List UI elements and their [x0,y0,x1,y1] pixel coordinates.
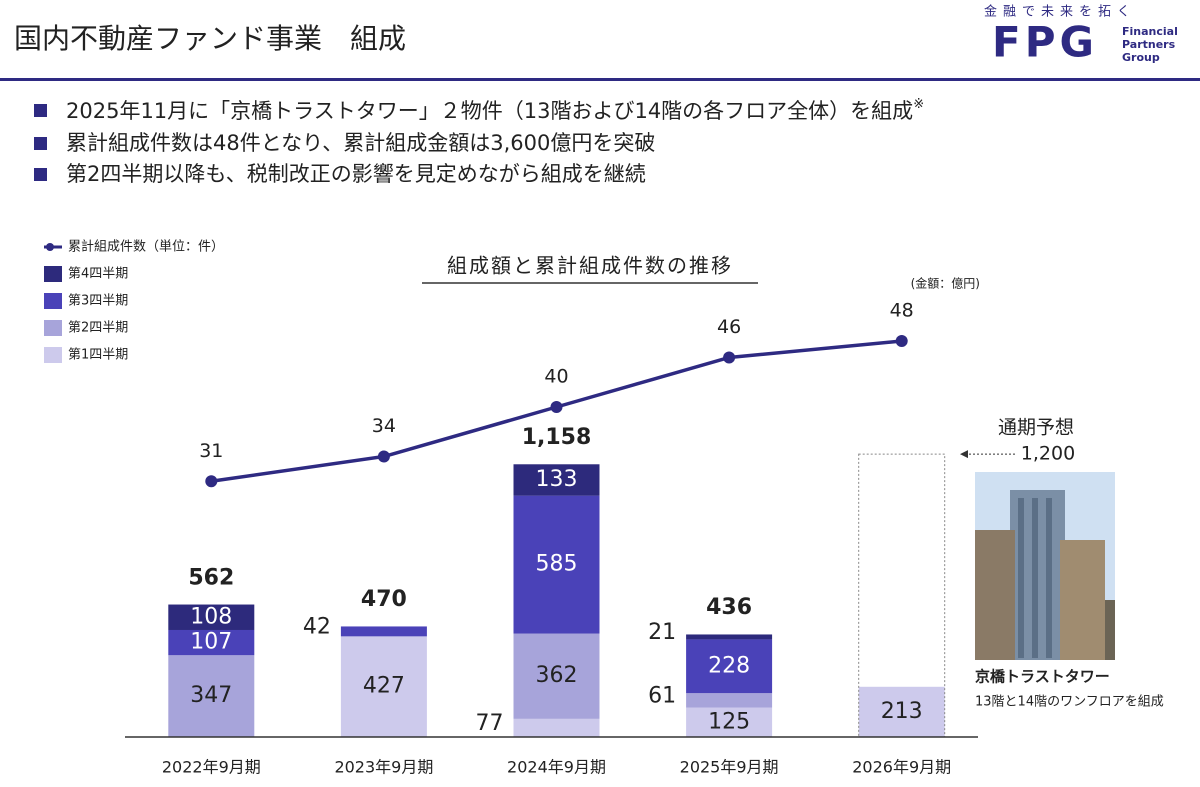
bar-value-label: 108 [190,604,232,629]
bar-segment [686,693,773,708]
bar-segment [340,626,427,637]
logo-name: Partners [1122,38,1176,51]
page-title: 国内不動産ファンド事業 組成 [14,22,406,55]
bar-value-label: 107 [190,630,232,655]
bar-value-label: 21 [648,620,676,645]
legend-label: 第2四半期 [68,321,128,336]
bar-segment [513,633,600,719]
bar-segment [340,636,427,737]
header-rule [0,78,1200,81]
legend-label: 第1四半期 [68,348,128,363]
unit-note: (金額：億円) [911,276,980,291]
bar-segment [686,639,773,694]
bar-segment [168,629,255,656]
bullet-icon [34,104,47,117]
bar-segment [513,718,600,737]
x-tick-label: 2022年9月期 [162,758,261,777]
legend-label: 第3四半期 [68,294,128,309]
legend-swatch [44,347,62,363]
bar-value-label: 42 [303,614,331,639]
bar-value-label: 125 [708,709,750,734]
line-marker [723,351,736,364]
bar-value-label: 427 [363,674,405,699]
bar-segment [686,634,773,640]
legend-swatch [44,320,62,336]
bar-segment [168,604,255,630]
bar-value-label: 585 [536,552,578,577]
logo-tagline: 金融で未来を拓く [984,4,1136,20]
bar-value-label: 133 [536,467,578,492]
bar-value-label: 228 [708,653,750,678]
logo-mark: FPG [992,18,1098,67]
logo-name: Group [1122,51,1160,64]
bar-value-label: 61 [648,683,676,708]
line-value-label: 48 [890,300,914,322]
bullet: 累計組成件数は48件となり、累計組成金額は3,600億円を突破 [66,131,655,155]
bar-value-label: 213 [881,699,923,724]
line-value-label: 31 [199,440,223,462]
total-label: 470 [361,587,407,612]
line-value-label: 40 [544,366,568,388]
forecast-value: 1,200 [1021,443,1075,465]
bar-segment [858,686,945,737]
bar-value-label: 347 [190,683,232,708]
logo-name: Financial [1122,25,1178,38]
bullet: 2025年11月に「京橋トラストタワー」２物件（13階および14階の各フロア全体… [66,97,924,124]
forecast-label: 通期予想 [998,417,1074,439]
bar-segment [686,707,773,737]
x-tick-label: 2023年9月期 [334,758,433,777]
bullet: 第2四半期以降も、税制改正の影響を見定めながら組成を継続 [66,162,646,186]
line-value-label: 34 [372,415,396,437]
legend-swatch [44,293,62,309]
bullet-icon [34,137,47,150]
total-label: 1,158 [522,425,592,450]
legend-marker [46,243,54,251]
line-marker [205,475,218,488]
bar-segment [513,495,600,634]
x-tick-label: 2024年9月期 [507,758,606,777]
forecast-box [858,453,946,738]
line-marker [550,401,563,413]
forecast-arrowhead [960,450,968,459]
line-marker [377,450,390,463]
photo-caption: 京橋トラストタワー [975,668,1110,686]
line-marker [895,335,908,347]
legend-label: 累計組成件数（単位：件） [68,239,224,255]
line-value-label: 46 [717,316,741,338]
photo [975,472,1115,660]
x-tick-label: 2025年9月期 [680,758,779,777]
chart-title: 組成額と累計組成件数の推移 [447,254,733,278]
photo-subcaption: 13階と14階のワンフロアを組成 [975,695,1164,710]
bar-segment [168,655,255,737]
bullet-icon [34,168,47,181]
total-label: 436 [706,595,752,620]
total-label: 562 [188,566,234,591]
legend-swatch [44,266,62,282]
legend-label: 第4四半期 [68,267,128,282]
bar-value-label: 362 [536,663,578,688]
bar-segment [513,464,600,496]
x-tick-label: 2026年9月期 [852,758,951,777]
bar-value-label: 77 [476,711,504,736]
